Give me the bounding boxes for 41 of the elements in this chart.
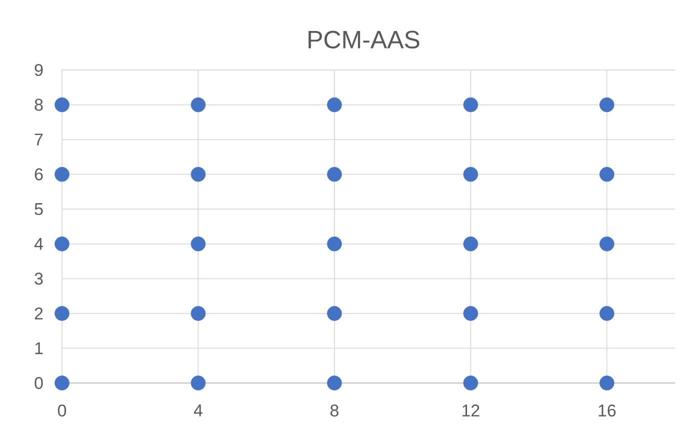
point bbox=[54, 166, 70, 182]
point bbox=[599, 306, 614, 321]
point bbox=[463, 306, 478, 321]
point bbox=[599, 236, 614, 252]
point bbox=[54, 236, 70, 252]
point bbox=[327, 97, 342, 112]
point bbox=[190, 236, 206, 252]
point bbox=[463, 376, 478, 390]
point bbox=[463, 236, 478, 252]
chart-title: PCM-AAS bbox=[308, 30, 420, 49]
y-tick-label: 6 bbox=[34, 168, 43, 180]
point bbox=[463, 97, 478, 112]
y-tick-label: 0 bbox=[34, 376, 43, 390]
point bbox=[463, 166, 478, 182]
point bbox=[54, 306, 70, 321]
point bbox=[190, 97, 206, 112]
point bbox=[599, 376, 614, 390]
point bbox=[599, 97, 614, 112]
y-tick-label: 2 bbox=[34, 308, 43, 320]
point bbox=[327, 376, 342, 390]
point bbox=[54, 97, 70, 112]
x-tick-label: 12 bbox=[462, 404, 480, 416]
point bbox=[327, 306, 342, 321]
y-tick-label: 7 bbox=[34, 134, 43, 146]
y-tick-label: 4 bbox=[34, 238, 43, 250]
point bbox=[190, 306, 206, 321]
point bbox=[599, 166, 614, 182]
x-tick-label: 4 bbox=[194, 404, 202, 416]
x-tick-label: 8 bbox=[330, 404, 338, 417]
y-tick-label: 3 bbox=[34, 272, 43, 285]
point bbox=[190, 166, 206, 182]
y-tick-label: 5 bbox=[34, 203, 43, 216]
y-tick-label: 9 bbox=[34, 64, 43, 76]
point bbox=[190, 376, 206, 390]
x-tick-label: 0 bbox=[58, 404, 66, 417]
y-tick-label: 8 bbox=[34, 98, 43, 111]
y-tick-label: 1 bbox=[35, 342, 43, 354]
point bbox=[327, 166, 342, 182]
x-tick-label: 16 bbox=[598, 404, 616, 417]
point bbox=[54, 376, 70, 390]
point bbox=[327, 236, 342, 252]
